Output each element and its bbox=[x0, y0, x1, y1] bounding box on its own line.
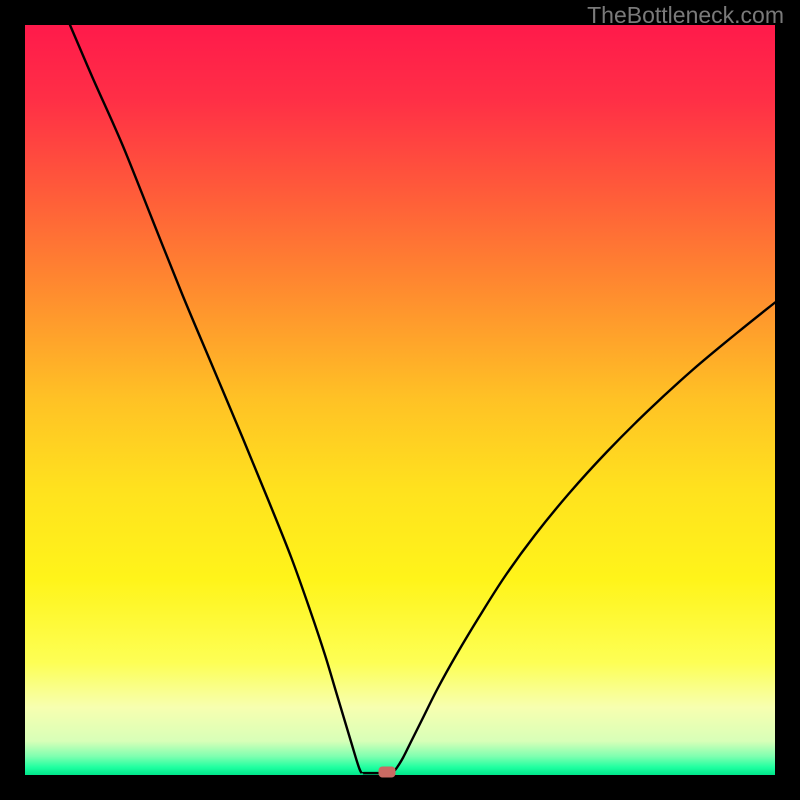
watermark-text: TheBottleneck.com bbox=[587, 2, 784, 29]
plot-area bbox=[25, 25, 775, 775]
chart-frame: TheBottleneck.com bbox=[0, 0, 800, 800]
optimum-marker bbox=[378, 767, 395, 778]
bottleneck-curve bbox=[25, 25, 775, 775]
